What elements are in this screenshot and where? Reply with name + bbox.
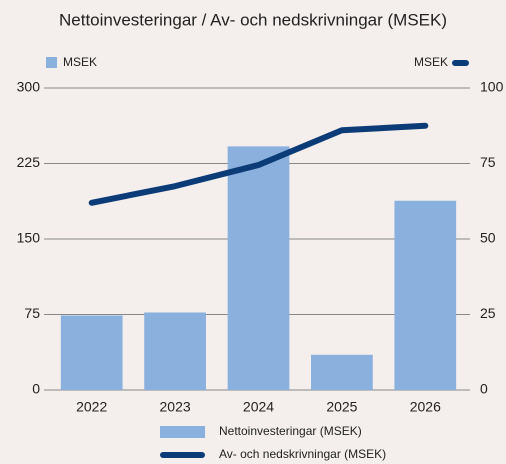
y-tick-label: 300	[17, 79, 41, 95]
bar	[227, 146, 290, 390]
x-tick-label: 2026	[410, 399, 441, 415]
x-tick-label: 2023	[160, 399, 191, 415]
y-axis-label: MSEK	[63, 55, 97, 69]
bar	[144, 312, 206, 390]
bar	[60, 315, 123, 390]
y2-tick-label: 0	[480, 381, 488, 397]
y-tick-label: 0	[32, 381, 40, 397]
y2-tick-label: 100	[480, 79, 504, 95]
y-axis-swatch	[46, 57, 57, 68]
line	[88, 122, 429, 206]
y2-tick-label: 50	[480, 230, 496, 246]
y2-axis-label: MSEK	[414, 55, 448, 69]
x-tick-label: 2025	[326, 399, 357, 415]
y2-tick-label: 25	[480, 305, 496, 321]
chart-title: Nettoinvesteringar / Av- och nedskrivnin…	[59, 10, 447, 29]
y-tick-label: 150	[17, 230, 41, 246]
bar	[311, 354, 373, 390]
legend-swatch	[160, 426, 205, 438]
legend-label: Av- och nedskrivningar (MSEK)	[219, 447, 386, 461]
y-tick-label: 75	[24, 305, 40, 321]
legend-label: Nettoinvesteringar (MSEK)	[219, 424, 362, 438]
x-tick-label: 2022	[76, 399, 107, 415]
y-tick-label: 225	[17, 154, 41, 170]
bar	[394, 200, 457, 390]
y2-tick-label: 75	[480, 154, 496, 170]
x-tick-label: 2024	[243, 399, 274, 415]
